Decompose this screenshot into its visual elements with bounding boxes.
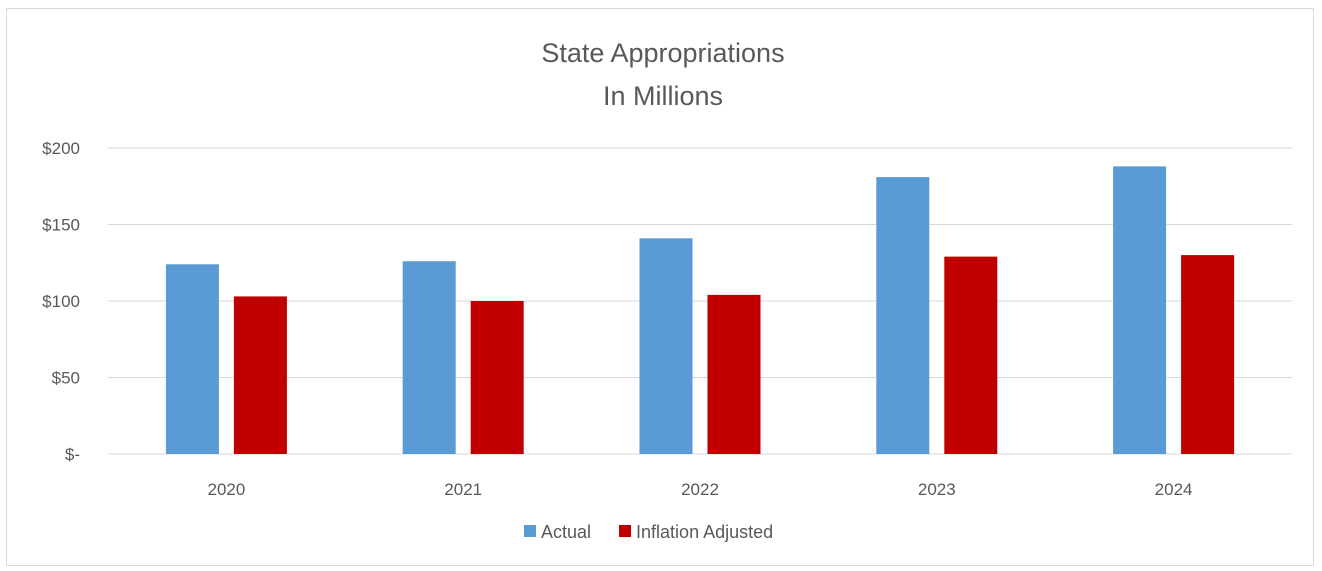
legend: Actual Inflation Adjusted <box>524 522 773 542</box>
legend-label: Inflation Adjusted <box>636 522 773 542</box>
bar-inflation-adjusted-2020 <box>233 296 287 454</box>
bar-actual-2021 <box>402 261 456 454</box>
y-axis: $- $50 $100 $150 $200 <box>42 139 80 464</box>
y-tick-label: $50 <box>52 369 80 388</box>
bar-actual-2024 <box>1113 166 1167 455</box>
x-tick-label: 2022 <box>681 480 719 499</box>
bar-inflation-adjusted-2022 <box>707 294 761 454</box>
x-tick-label: 2020 <box>207 480 245 499</box>
y-tick-label: $- <box>65 445 80 464</box>
legend-label: Actual <box>541 522 591 542</box>
bar-actual-2020 <box>165 264 219 454</box>
bar-inflation-adjusted-2023 <box>944 256 998 454</box>
bar-inflation-adjusted-2024 <box>1181 255 1235 454</box>
legend-swatch <box>619 525 632 537</box>
x-tick-label: 2023 <box>918 480 956 499</box>
chart-title: State Appropriations <box>541 38 784 68</box>
gridlines <box>108 147 1292 455</box>
x-tick-label: 2024 <box>1155 480 1193 499</box>
bar-actual-2023 <box>876 177 930 454</box>
bar-actual-2022 <box>639 238 693 454</box>
y-tick-label: $200 <box>42 139 80 158</box>
chart-subtitle: In Millions <box>603 81 723 111</box>
x-axis: 2020 2021 2022 2023 2024 <box>207 480 1192 499</box>
legend-swatch <box>524 525 536 537</box>
bars <box>165 166 1235 455</box>
bar-inflation-adjusted-2021 <box>470 301 524 454</box>
y-tick-label: $150 <box>42 216 80 235</box>
x-tick-label: 2021 <box>444 480 482 499</box>
y-tick-label: $100 <box>42 292 80 311</box>
